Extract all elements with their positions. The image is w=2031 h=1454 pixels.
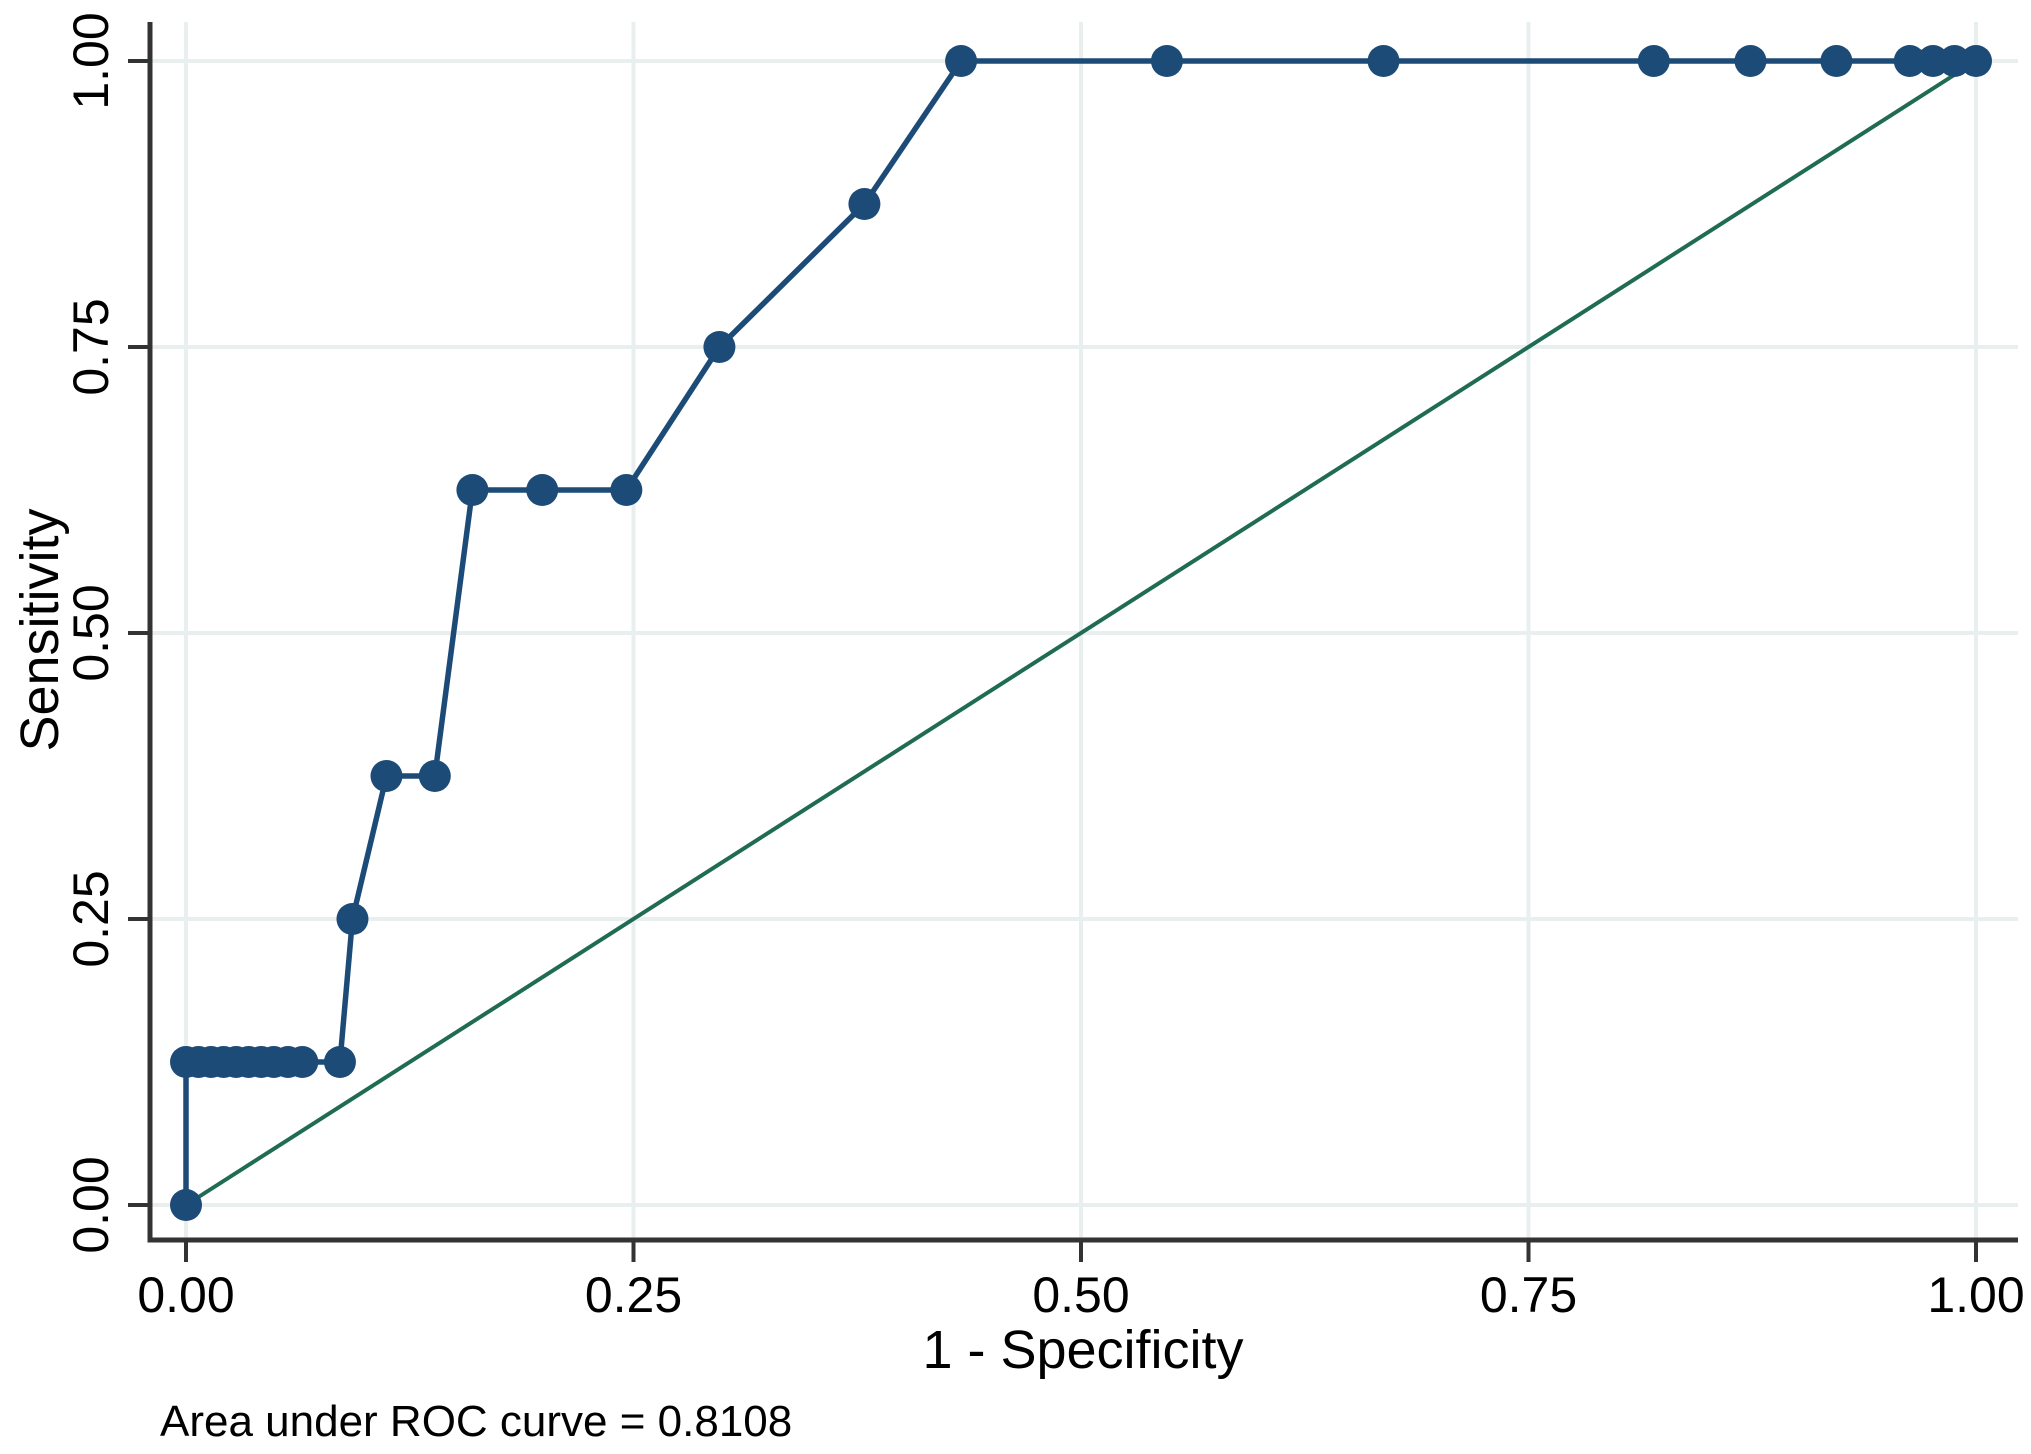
- roc-data-point: [610, 474, 643, 506]
- roc-data-point: [323, 1046, 356, 1078]
- auc-note: Area under ROC curve = 0.8108: [160, 1397, 792, 1446]
- roc-data-point: [945, 45, 978, 77]
- x-tick-label: 0.50: [1032, 1267, 1129, 1323]
- y-tick-label: 0.25: [63, 870, 119, 967]
- roc-data-point: [456, 474, 489, 506]
- roc-data-point: [1637, 45, 1670, 77]
- y-tick-label: 0.00: [63, 1156, 119, 1253]
- roc-data-point: [1150, 45, 1183, 77]
- x-tick-label: 1.00: [1927, 1267, 2024, 1323]
- roc-data-point: [848, 188, 881, 220]
- y-tick-labels: 0.00 0.25 0.50 0.75 1.00: [63, 12, 119, 1253]
- roc-data-point: [418, 760, 451, 792]
- roc-curve-markers: [170, 45, 1992, 1221]
- x-tick-label: 0.00: [137, 1267, 234, 1323]
- y-tick-label: 0.75: [63, 298, 119, 395]
- y-axis-title: Sensitivity: [10, 508, 70, 751]
- y-tick-label: 0.50: [63, 584, 119, 681]
- roc-data-point: [1893, 45, 1926, 77]
- roc-data-point: [703, 331, 736, 363]
- roc-data-point: [1960, 45, 1992, 77]
- roc-data-point: [170, 1189, 202, 1221]
- roc-data-point: [526, 474, 559, 506]
- x-tick-label: 0.75: [1480, 1267, 1577, 1323]
- x-tick-labels: 0.00 0.25 0.50 0.75 1.00: [137, 1267, 2024, 1323]
- x-axis-title: 1 - Specificity: [922, 1320, 1243, 1380]
- y-tick-label: 1.00: [63, 12, 119, 109]
- roc-data-point: [1820, 45, 1853, 77]
- reference-diagonal-line: [184, 59, 1978, 1207]
- roc-data-point: [286, 1046, 319, 1078]
- x-tick-label: 0.25: [585, 1267, 682, 1323]
- tick-marks: [128, 59, 1978, 1262]
- roc-data-point: [1367, 45, 1400, 77]
- roc-data-point: [1734, 45, 1767, 77]
- roc-data-point: [370, 760, 403, 792]
- roc-data-point: [336, 903, 369, 935]
